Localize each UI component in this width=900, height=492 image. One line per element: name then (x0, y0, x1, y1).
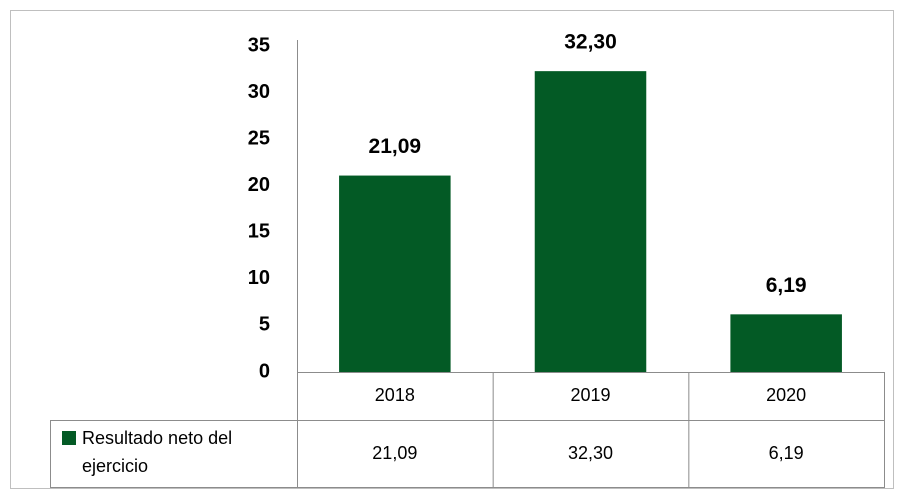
data-label: 32,30 (564, 31, 617, 54)
data-label: 6,19 (766, 274, 807, 297)
bar (730, 314, 842, 372)
y-tick-label: 20 (248, 174, 270, 196)
y-tick-label: 0 (259, 360, 270, 382)
data-label: 21,09 (369, 135, 422, 158)
x-tick-label: 2019 (570, 385, 610, 405)
table-value: 21,09 (372, 443, 417, 463)
y-tick-label: 25 (248, 127, 270, 149)
bar (534, 71, 647, 373)
table-value: 32,30 (568, 443, 613, 463)
y-tick-label: 5 (259, 314, 270, 336)
y-tick-label: 10 (248, 267, 270, 289)
bar (339, 175, 451, 372)
y-tick-label: 30 (248, 81, 270, 103)
legend: Resultado neto del ejercicio (58, 424, 294, 480)
x-tick-label: 2020 (766, 385, 806, 405)
legend-label: Resultado neto del ejercicio (82, 428, 233, 476)
frame (10, 10, 894, 489)
x-tick-label: 2018 (375, 385, 415, 405)
legend-swatch (62, 431, 76, 445)
y-tick-label: 15 (248, 221, 270, 243)
y-tick-label: 35 (248, 34, 270, 56)
table-value: 6,19 (769, 443, 804, 463)
